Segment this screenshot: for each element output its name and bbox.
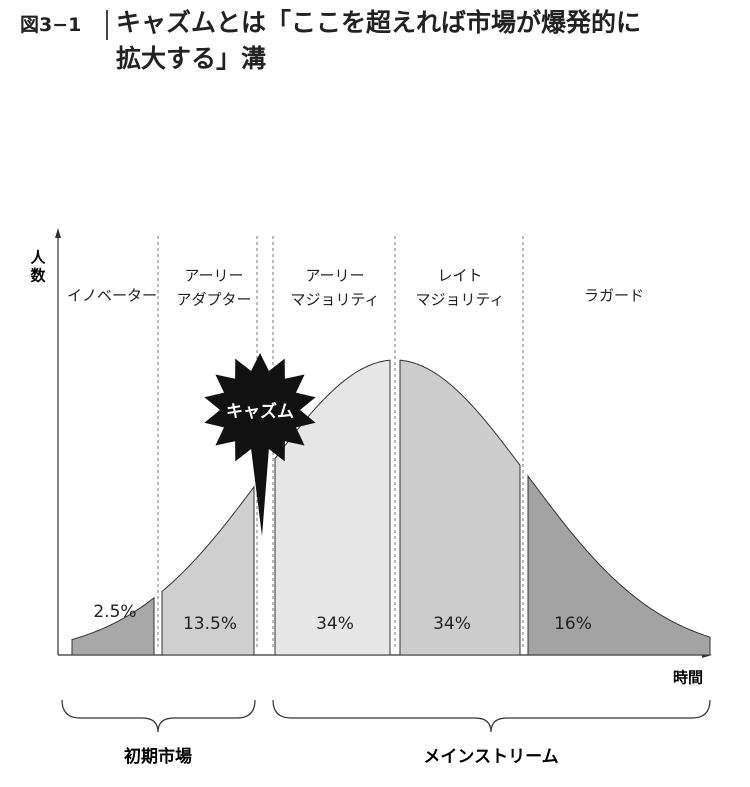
segment-label: レイト	[437, 267, 482, 285]
figure-label: 図3−1	[20, 14, 82, 36]
segment	[399, 359, 521, 656]
group-label: 初期市場	[124, 746, 192, 767]
segment-share: 2.5%	[93, 602, 136, 622]
brace	[272, 699, 711, 733]
arrow	[55, 228, 61, 238]
chasm-burst	[204, 353, 316, 536]
segment-share: 13.5%	[183, 614, 237, 634]
segment-label: マジョリティ	[415, 291, 504, 309]
chasm-label: キャズム	[226, 401, 294, 422]
segment	[71, 596, 155, 656]
segment-label: アーリー	[184, 267, 243, 285]
x-label: 時間	[673, 669, 703, 687]
divider	[106, 10, 108, 40]
segment-label: アダプター	[176, 291, 251, 309]
segment-label: イノベーター	[67, 287, 157, 305]
y-label-2: 数	[30, 267, 46, 285]
brace	[61, 699, 256, 733]
segment-label: ラガード	[584, 287, 644, 305]
segment-label: アーリー	[305, 267, 364, 285]
segment-share: 34%	[433, 614, 471, 634]
title-line: キャズムとは「ここを超えれば市場が爆発的に	[116, 8, 642, 37]
segment-share: 16%	[554, 614, 592, 634]
segment-label: マジョリティ	[290, 291, 379, 309]
segment	[161, 485, 255, 656]
segment	[527, 474, 711, 656]
title-line: 拡大する」溝	[116, 44, 267, 73]
group-label: メインストリーム	[423, 747, 558, 767]
segment-share: 34%	[316, 614, 354, 634]
y-label-1: 人	[30, 249, 46, 267]
